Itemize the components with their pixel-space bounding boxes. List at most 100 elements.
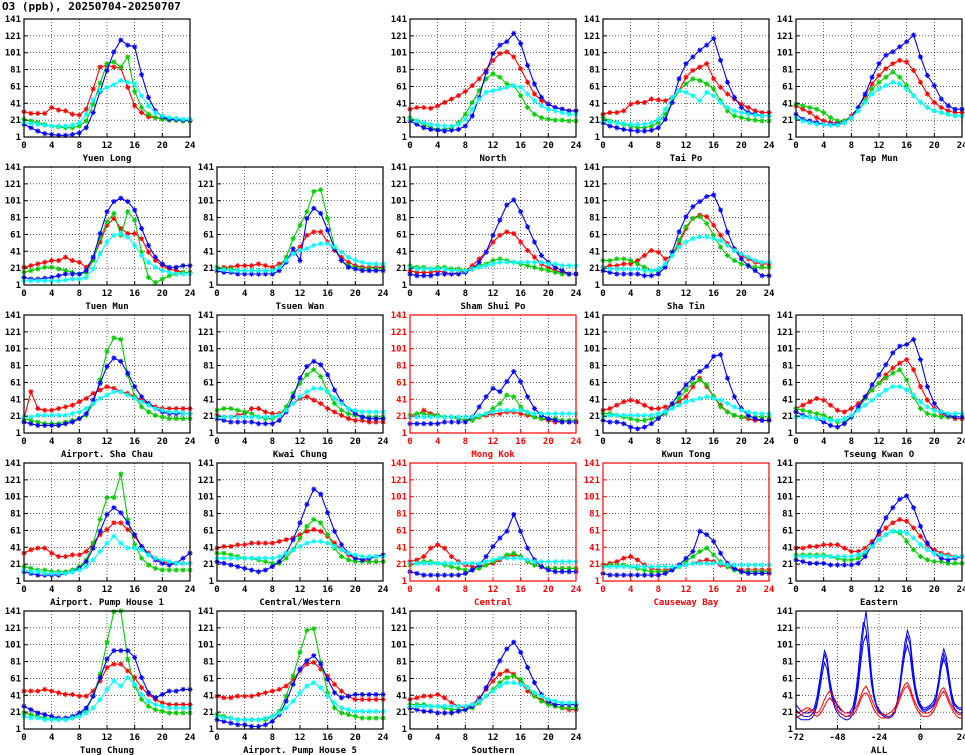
data-point (97, 516, 103, 523)
data-point (62, 108, 69, 114)
y-tick-label: 101 (584, 345, 600, 355)
data-point (634, 121, 641, 127)
data-point (269, 555, 275, 561)
data-point (931, 82, 937, 89)
data-point (524, 263, 531, 269)
data-point (69, 569, 76, 575)
data-point (97, 380, 103, 386)
y-tick-label: 21 (589, 116, 600, 126)
data-point (448, 268, 455, 274)
y-tick-label: 41 (782, 395, 793, 405)
data-point (90, 109, 96, 116)
data-point (69, 419, 76, 425)
y-tick-label: 41 (589, 99, 600, 109)
data-point (697, 368, 703, 375)
data-point (290, 251, 296, 257)
data-point (345, 550, 352, 556)
data-point (938, 559, 944, 565)
data-point (173, 409, 179, 415)
data-point (152, 254, 159, 260)
data-point (704, 382, 710, 388)
data-point (180, 555, 186, 561)
x-tick-label: 24 (571, 141, 582, 151)
data-point (448, 700, 455, 706)
data-point (655, 569, 661, 575)
data-point (738, 109, 744, 116)
data-point (338, 254, 345, 260)
data-point (159, 691, 165, 698)
data-point (97, 532, 103, 538)
data-point (166, 567, 172, 573)
data-point (862, 402, 868, 408)
data-point (731, 247, 738, 254)
data-point (304, 683, 310, 689)
data-point (104, 511, 110, 518)
data-point (352, 552, 358, 558)
data-point (518, 681, 524, 687)
data-point (641, 564, 648, 570)
data-point (318, 528, 324, 534)
x-tick-label: 20 (157, 585, 168, 595)
data-point (497, 658, 503, 664)
y-tick-label: 121 (5, 32, 21, 42)
data-point (717, 99, 724, 106)
data-point (634, 271, 641, 277)
data-point (366, 559, 372, 565)
data-point (566, 569, 572, 575)
data-point (497, 683, 503, 689)
data-point (428, 560, 434, 566)
y-tick-label: 61 (10, 378, 21, 388)
data-point (524, 545, 531, 551)
data-point (834, 424, 841, 430)
x-tick-label: 12 (295, 437, 306, 447)
data-point (125, 392, 131, 398)
data-point (125, 54, 131, 60)
data-point (166, 409, 172, 415)
data-point (490, 405, 496, 412)
data-point (538, 698, 545, 704)
data-point (76, 713, 82, 719)
data-point (883, 372, 889, 378)
y-tick-label: 121 (777, 32, 793, 42)
data-point (325, 690, 331, 696)
data-point (125, 526, 131, 533)
x-tick-label: 20 (929, 585, 940, 595)
data-point (28, 389, 34, 395)
data-point (634, 99, 641, 106)
data-point (35, 121, 41, 127)
data-point (55, 278, 62, 284)
data-point (924, 540, 931, 546)
data-point (641, 567, 648, 573)
data-point (648, 273, 655, 279)
data-point (311, 659, 317, 666)
data-point (42, 717, 48, 723)
x-tick-label: 4 (435, 733, 441, 743)
data-point (448, 564, 455, 570)
data-point (621, 261, 627, 267)
data-point (455, 268, 462, 274)
x-tick-label: 24 (957, 733, 965, 743)
data-point (738, 261, 744, 267)
data-point (132, 81, 138, 87)
x-tick-label: 24 (378, 733, 389, 743)
data-point (462, 123, 468, 129)
data-point (490, 261, 496, 267)
data-point (338, 553, 345, 560)
data-point (338, 688, 345, 694)
data-point (931, 108, 937, 114)
data-point (952, 553, 958, 560)
data-point (904, 357, 910, 363)
data-point (945, 560, 951, 566)
data-point (352, 411, 358, 417)
data-point (318, 491, 324, 497)
data-point (669, 405, 675, 412)
y-tick-label: 61 (203, 230, 214, 240)
y-tick-label: 121 (777, 328, 793, 338)
x-tick-label: 16 (129, 141, 140, 151)
data-point (448, 553, 455, 560)
data-point (235, 717, 241, 723)
data-point (634, 412, 641, 418)
data-point (228, 715, 234, 721)
data-point (841, 557, 848, 563)
